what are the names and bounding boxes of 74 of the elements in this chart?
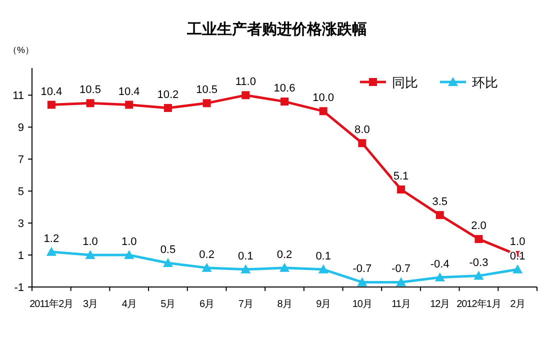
point: [202, 99, 211, 108]
point: [86, 99, 94, 108]
point: [434, 272, 445, 282]
point: [124, 250, 134, 260]
point: [46, 246, 56, 256]
x-tick-label: 2011年2月: [30, 298, 74, 310]
point: [357, 277, 368, 286]
data-label: 10.2: [157, 88, 179, 101]
data-label: -0.7: [392, 263, 411, 276]
data-label: 1.2: [44, 232, 60, 245]
x-tick-label: 9月: [316, 299, 331, 310]
point: [436, 211, 444, 220]
title: 工业生产者购进价格涨跌幅: [187, 20, 367, 38]
x-tick-label: 5月: [160, 299, 176, 310]
point: [280, 262, 290, 272]
data-label: 1.0: [82, 236, 98, 248]
data-label: 10.4: [40, 86, 62, 98]
point: [474, 235, 483, 244]
point: [47, 100, 56, 109]
data-label: 0.5: [160, 244, 176, 256]
point: [125, 100, 134, 109]
point: [85, 250, 96, 260]
data-label: 0.1: [316, 250, 331, 262]
y-tick-label: 3: [18, 218, 24, 230]
point: [280, 98, 288, 106]
data-label: 0.1: [238, 250, 254, 262]
data-label: 10.5: [196, 84, 218, 96]
data-label: 0.2: [199, 248, 214, 261]
legend-label: 环比: [472, 75, 498, 90]
x-tick-label: 2月: [510, 299, 525, 310]
data-label: 10.0: [312, 92, 334, 104]
y-tick-label: 1: [18, 250, 24, 262]
point: [512, 264, 523, 274]
point: [358, 139, 366, 148]
data-label: 8.0: [354, 124, 370, 136]
data-label: 3.5: [432, 196, 448, 208]
y-tick-label: -1: [14, 282, 24, 294]
ylabel: （%）: [8, 45, 34, 55]
data-label: 10.4: [118, 86, 140, 98]
point: [242, 91, 250, 100]
x-tick-label: 8月: [277, 299, 292, 310]
x-tick-label: 11月: [392, 299, 410, 310]
point: [397, 185, 406, 194]
data-label: 0.2: [276, 248, 292, 261]
x-tick-label: 3月: [82, 299, 98, 310]
x-tick-label: 4月: [122, 299, 136, 310]
y-tick-label: 11: [12, 90, 24, 102]
x-tick-label: 2012年1月: [456, 298, 501, 310]
data-label: 1.0: [510, 236, 526, 248]
data-label: 11.0: [235, 76, 256, 88]
point: [164, 104, 172, 112]
data-label: 1.0: [121, 236, 137, 248]
y-tick-label: 9: [18, 122, 24, 134]
legend-label: 同比: [392, 75, 418, 90]
point: [396, 277, 406, 286]
data-label: 10.6: [274, 82, 296, 95]
point: [318, 264, 328, 274]
x-tick-label: 6月: [200, 299, 214, 310]
point: [319, 107, 328, 116]
x-tick-label: 10月: [352, 299, 372, 310]
point: [474, 270, 484, 280]
data-label: -0.7: [352, 263, 372, 276]
y-tick-label: 5: [18, 186, 24, 198]
data-label: -0.4: [430, 258, 450, 270]
x-tick-label: 7月: [238, 299, 253, 310]
point: [202, 262, 212, 272]
data-label: 2.0: [471, 220, 486, 232]
data-label: 5.1: [393, 170, 409, 182]
point: [162, 258, 173, 268]
data-label: 10.5: [80, 84, 101, 96]
x-tick-label: 12月: [430, 299, 450, 310]
y-tick-label: 7: [18, 154, 24, 166]
data-label: -0.3: [469, 256, 488, 269]
point: [240, 264, 251, 274]
